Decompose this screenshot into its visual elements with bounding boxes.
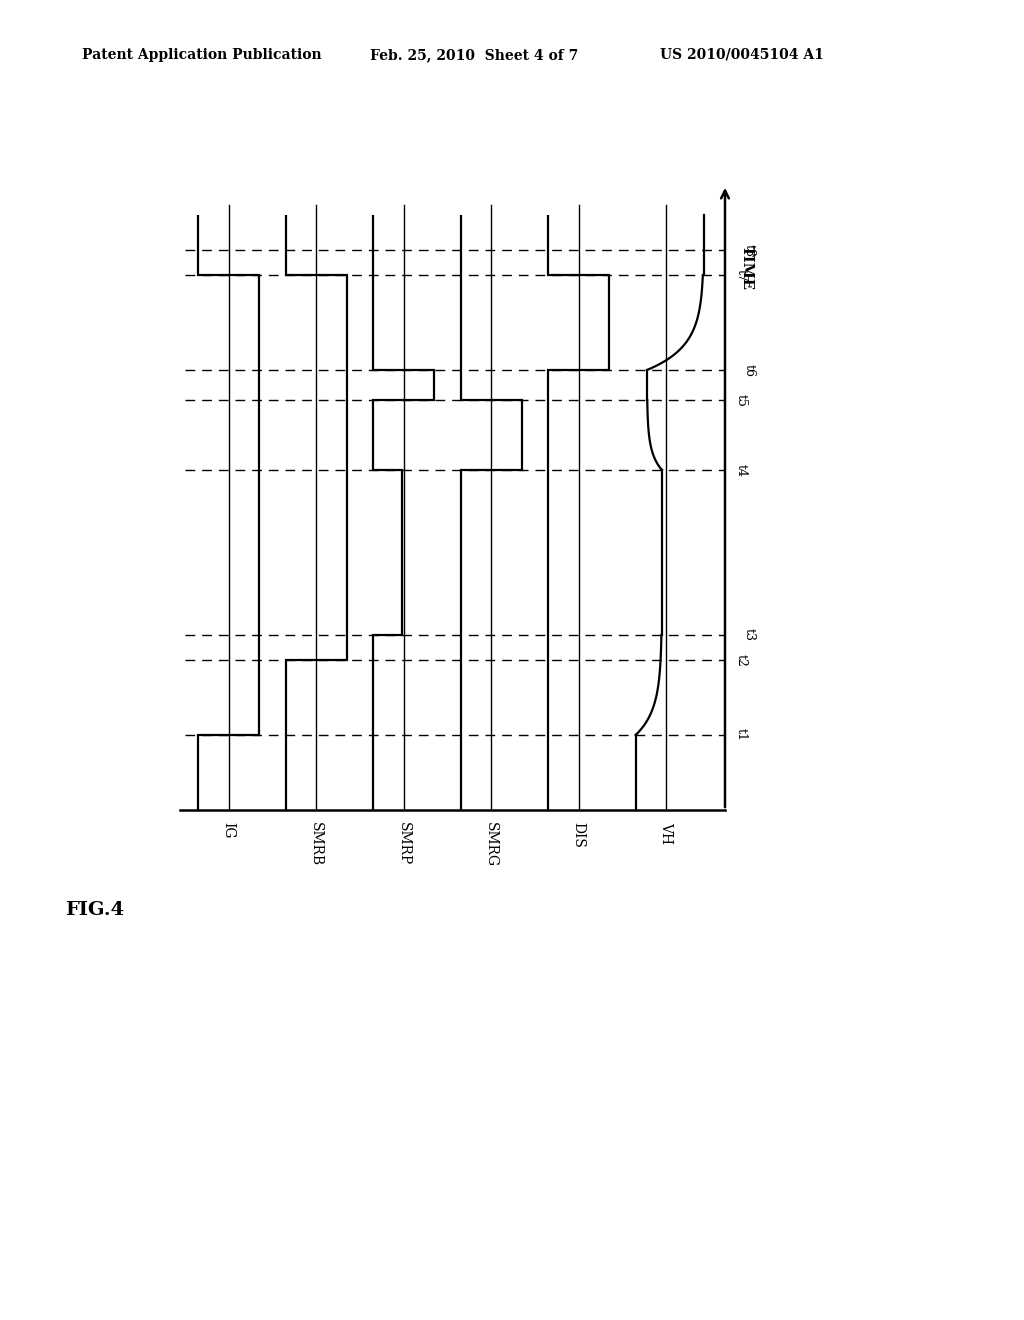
Text: t3: t3 xyxy=(743,628,756,642)
Text: SMRB: SMRB xyxy=(309,822,324,866)
Text: t8: t8 xyxy=(743,243,756,256)
Text: SMRG: SMRG xyxy=(484,822,499,867)
Text: t4: t4 xyxy=(735,463,748,477)
Text: t6: t6 xyxy=(743,363,756,376)
Text: Feb. 25, 2010  Sheet 4 of 7: Feb. 25, 2010 Sheet 4 of 7 xyxy=(370,48,579,62)
Text: SMRP: SMRP xyxy=(396,822,411,865)
Text: IG: IG xyxy=(222,822,236,838)
Text: TIME: TIME xyxy=(740,246,754,290)
Text: DIS: DIS xyxy=(571,822,586,847)
Text: Patent Application Publication: Patent Application Publication xyxy=(82,48,322,62)
Text: FIG.4: FIG.4 xyxy=(65,902,124,919)
Text: VH: VH xyxy=(659,822,673,843)
Text: US 2010/0045104 A1: US 2010/0045104 A1 xyxy=(660,48,824,62)
Text: t1: t1 xyxy=(735,729,748,742)
Text: t5: t5 xyxy=(735,393,748,407)
Text: t2: t2 xyxy=(735,653,748,667)
Text: t7: t7 xyxy=(735,268,748,281)
